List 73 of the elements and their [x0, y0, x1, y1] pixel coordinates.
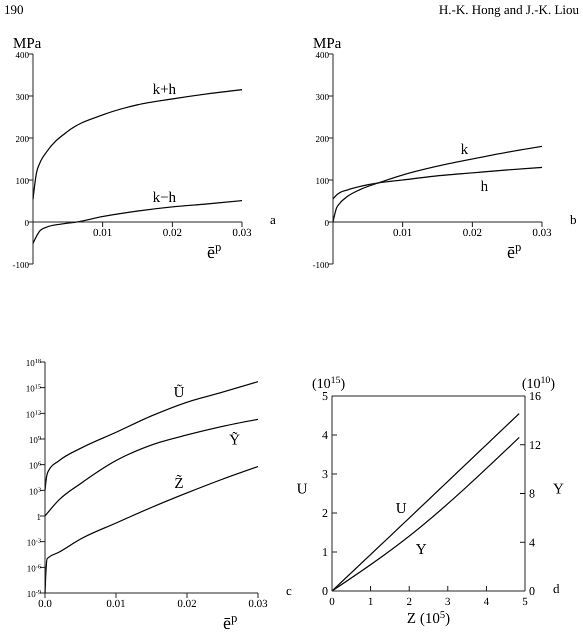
x-tick-label: 0.01 — [106, 598, 126, 610]
x-tick-label: 1 — [368, 596, 374, 608]
x-tick-label: 0.03 — [232, 227, 252, 239]
y2-tick-label: 16 — [529, 389, 541, 403]
series-label: h — [480, 178, 489, 195]
text: b — [570, 212, 576, 227]
y-tick-label: 3 — [322, 467, 328, 481]
x-axis-title: ē$^{p}$ — [507, 240, 522, 262]
y-tick-label: 10$^{-6}$ — [26, 562, 41, 574]
y-tick-label: 300 — [316, 92, 330, 102]
text: d — [553, 581, 560, 596]
y-tick-label: 400 — [16, 50, 30, 60]
y-tick-label: 10$^{9}$ — [28, 434, 41, 445]
y-tick-label: 2 — [322, 506, 328, 520]
series-label: Ỹ — [229, 431, 240, 448]
x-tick-label: 3 — [445, 596, 452, 608]
y-tick-label: 200 — [316, 134, 330, 144]
y-tick-label: 10$^{-3}$ — [26, 537, 41, 548]
y-tick-label: 400 — [316, 50, 330, 60]
y-tick-label: 1 — [322, 545, 328, 559]
y-tick-label: 1 — [36, 512, 41, 522]
x-axis-title: Z (10$^{5}$) — [406, 610, 450, 627]
x-tick-label: 0.02 — [162, 227, 182, 239]
y-tick-label: 0 — [322, 584, 328, 598]
text: 190 — [4, 2, 24, 17]
series-label: Y — [416, 542, 427, 558]
y-tick-label: 100 — [316, 176, 330, 186]
y-tick-label: 10$^{18}$ — [26, 358, 41, 368]
y-tick-label: 10$^{15}$ — [26, 383, 41, 394]
text: a — [270, 212, 276, 227]
x-tick-label: 5 — [522, 596, 528, 608]
y-axis-title: MPa — [313, 36, 342, 52]
y-tick-label: 300 — [16, 92, 30, 102]
text: c — [286, 583, 292, 598]
series-label: U — [396, 501, 407, 518]
y-axis-title: U — [296, 482, 308, 498]
y-axis-title: MPa — [13, 36, 42, 52]
x-tick-label: 0.0 — [38, 598, 52, 610]
series-label: k — [460, 142, 469, 158]
x-tick-label: 0.02 — [177, 598, 197, 610]
series-label: k+h — [152, 82, 177, 98]
y-tick-label: 10$^{-9}$ — [26, 588, 41, 599]
y-tick-label: 200 — [16, 134, 30, 144]
y2-axis-title: Y — [553, 482, 564, 498]
y2-tick-label: 0 — [529, 584, 535, 598]
y-tick-label: 100 — [16, 176, 30, 186]
series-label: Z̃ — [174, 474, 184, 492]
y-tick-label: -100 — [12, 260, 30, 270]
x-axis-title: ē$^{p}$ — [207, 240, 222, 262]
y-tick-label: -100 — [312, 260, 330, 270]
x-axis-title: ē$^{p}$ — [223, 611, 238, 633]
x-tick-label: 0.03 — [532, 227, 552, 239]
text: (10$^{15}$) — [312, 374, 346, 392]
text: H.-K. Hong and J.-K. Liou — [438, 2, 580, 17]
y-tick-label: 0 — [24, 218, 30, 228]
y-tick-label: 5 — [322, 389, 328, 403]
series-label: k−h — [152, 190, 177, 206]
x-tick-label: 0.03 — [248, 598, 268, 610]
y-tick-label: 10$^{3}$ — [28, 486, 41, 496]
x-tick-label: 2 — [406, 596, 412, 608]
text: (10$^{10}$) — [522, 374, 556, 392]
y-tick-label: 4 — [322, 428, 328, 442]
series-label: Ũ — [174, 384, 185, 402]
x-tick-label: 0.01 — [393, 227, 412, 239]
y-tick-label: 10$^{12}$ — [26, 408, 41, 420]
y2-tick-label: 4 — [529, 535, 535, 550]
x-tick-label: 4 — [484, 596, 490, 608]
y-tick-label: 10$^{6}$ — [28, 460, 41, 471]
y2-tick-label: 8 — [529, 486, 535, 500]
x-tick-label: 0.01 — [93, 227, 112, 239]
y2-tick-label: 12 — [529, 438, 541, 452]
y-tick-label: 0 — [324, 218, 330, 228]
x-tick-label: 0.02 — [462, 227, 482, 239]
